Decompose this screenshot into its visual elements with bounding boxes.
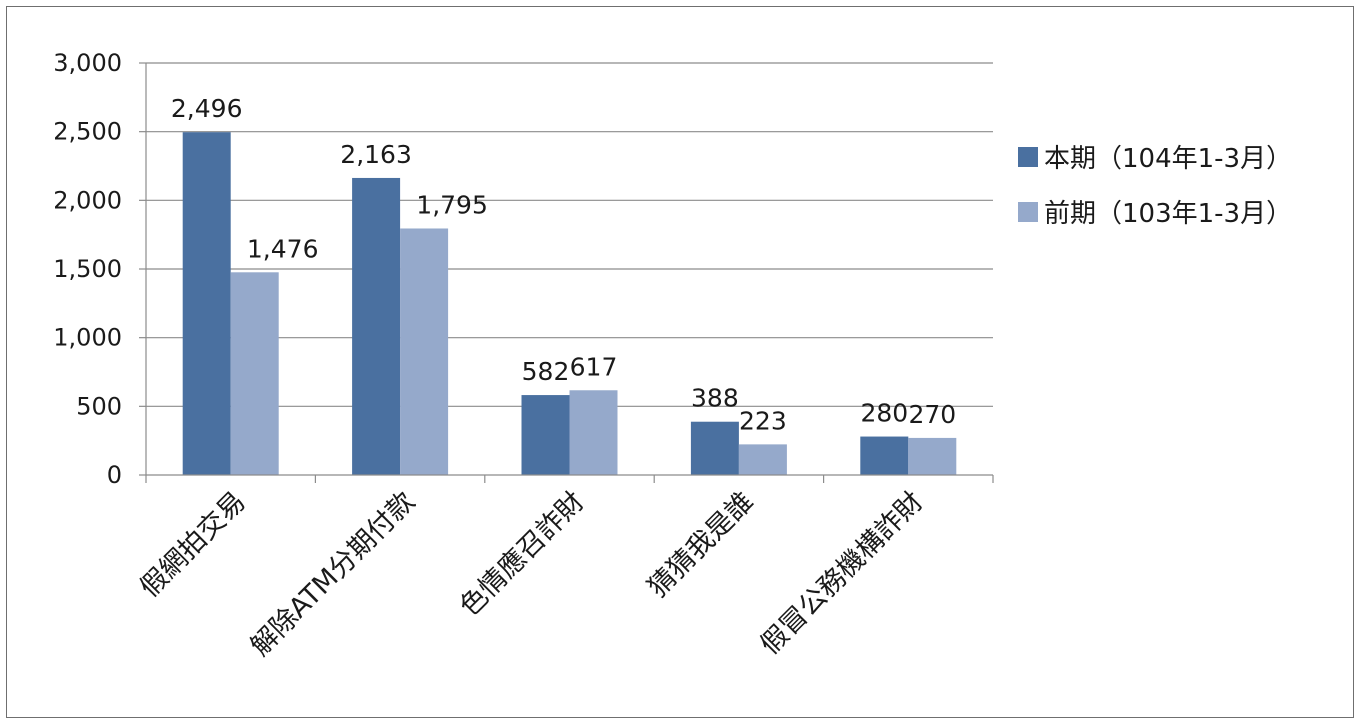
y-axis: 0 500 1,000 1,500 2,000 2,500 3,000 — [53, 49, 147, 489]
data-label: 1,795 — [416, 190, 488, 219]
data-label: 1,476 — [247, 234, 319, 263]
category-label: 假網拍交易 — [134, 486, 251, 603]
y-tick-label: 500 — [76, 392, 122, 420]
bar — [521, 395, 570, 475]
legend-swatch — [1018, 147, 1038, 167]
category-label: 假冒公務機構詐財 — [755, 486, 930, 661]
bar — [738, 444, 787, 475]
legend-swatch — [1018, 202, 1038, 222]
y-tick-label: 1,000 — [53, 324, 122, 352]
legend: 本期（104年1-3月） 前期（103年1-3月） — [1018, 144, 1292, 229]
y-tick-label: 2,000 — [53, 186, 122, 214]
bar — [690, 421, 739, 475]
bar — [908, 437, 957, 475]
data-label: 2,163 — [340, 140, 412, 169]
data-label: 280 — [860, 399, 908, 428]
legend-label: 本期（104年1-3月） — [1044, 144, 1292, 174]
bars — [182, 132, 957, 475]
bar — [400, 228, 449, 475]
data-label: 2,496 — [171, 94, 243, 123]
y-tick-label: 1,500 — [53, 255, 122, 283]
y-tick-label: 3,000 — [53, 49, 122, 77]
data-label: 617 — [570, 352, 618, 381]
bar — [182, 132, 231, 475]
bar — [860, 436, 909, 475]
gridlines — [146, 62, 993, 407]
bar — [230, 272, 279, 475]
bar — [352, 177, 401, 475]
data-label: 388 — [691, 384, 739, 413]
category-label: 解除ATM分期付款 — [245, 486, 421, 662]
data-label: 270 — [908, 400, 956, 429]
data-label: 223 — [739, 406, 787, 435]
category-label: 猜猜我是誰 — [642, 486, 759, 603]
y-tick-label: 2,500 — [53, 118, 122, 146]
y-tick-label: 0 — [107, 461, 122, 489]
data-label: 582 — [522, 357, 570, 386]
category-label: 色情應召詐財 — [454, 486, 590, 622]
bar — [569, 390, 618, 475]
legend-label: 前期（103年1-3月） — [1044, 199, 1292, 229]
